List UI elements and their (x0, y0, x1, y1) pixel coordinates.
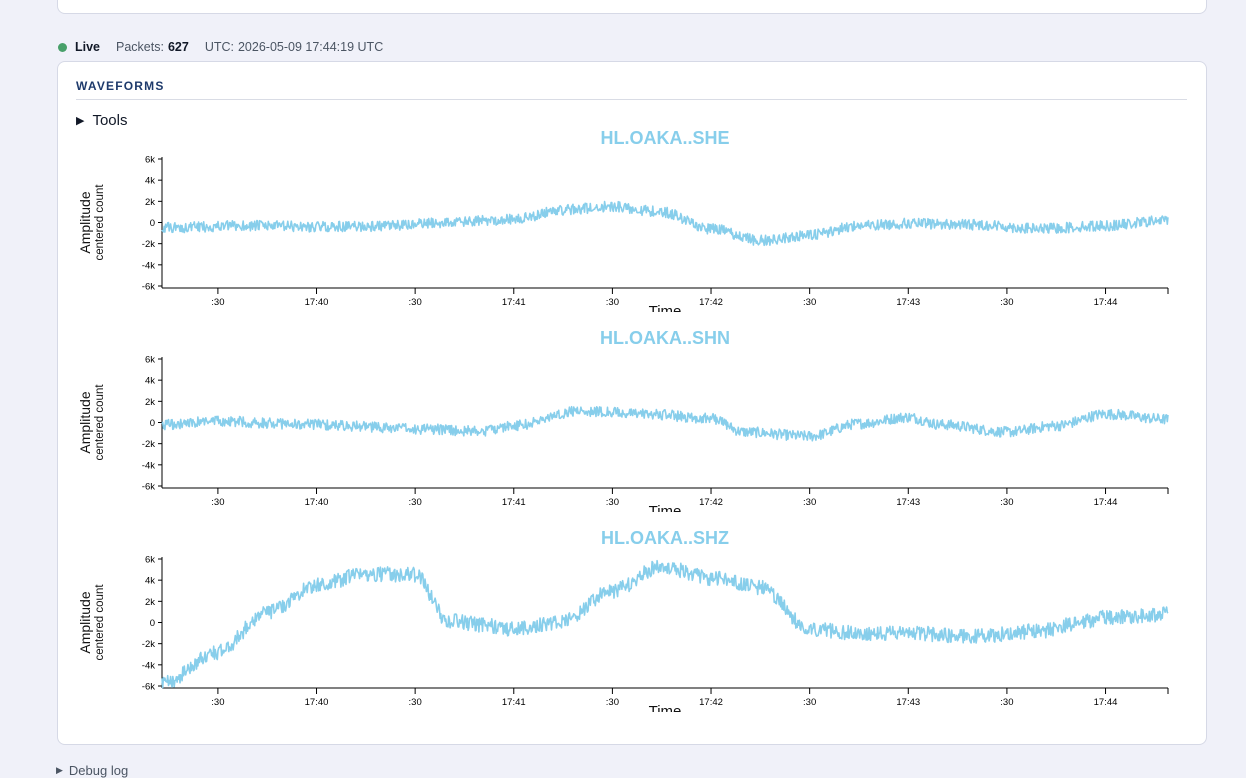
y-tick-label: -6k (142, 682, 155, 693)
chart-title: HL.OAKA..SHE (600, 128, 729, 148)
x-tick-label: 17:42 (699, 697, 723, 708)
y-tick-label: 4k (145, 576, 155, 587)
utc-label: UTC: (204, 40, 234, 54)
x-tick-label: 17:40 (305, 697, 329, 708)
waveform-chart-shz[interactable]: HL.OAKA..SHZ Amplitude centered count 6k 4k 2… (58, 522, 1208, 712)
x-tick-label: 17:43 (896, 497, 920, 508)
y-tick-label: 6k (145, 155, 155, 166)
x-tick-label: :30 (211, 297, 224, 308)
x-tick-label: :30 (409, 697, 422, 708)
x-tick-label: 17:43 (896, 697, 920, 708)
status-bar: Live Packets: 627 UTC: 2026-05-09 17:44:… (58, 39, 383, 55)
x-tick-label: :30 (211, 697, 224, 708)
waveform-chart-she[interactable]: HL.OAKA..SHE Amplitude centered count 6k 4k 2… (58, 122, 1208, 312)
tools-toggle[interactable]: ▶ Tools (76, 112, 128, 129)
y-tick-label: -6k (142, 282, 155, 293)
tools-label: Tools (92, 112, 128, 129)
y-tick-label: 2k (145, 197, 155, 208)
x-tick-label: :30 (803, 497, 816, 508)
previous-card (57, 0, 1207, 14)
triangle-right-icon: ▶ (76, 115, 85, 127)
x-axis-label: Time (649, 303, 682, 312)
live-label: Live (75, 40, 101, 54)
x-tick-label: 17:44 (1094, 297, 1118, 308)
x-axis-label: Time (649, 503, 682, 512)
x-tick-label: :30 (606, 497, 619, 508)
y-tick-label: 2k (145, 397, 155, 408)
y-axis-label: Amplitude (77, 391, 93, 453)
y-tick-label: -4k (142, 460, 155, 471)
waveform-svg: HL.OAKA..SHZ Amplitude centered count 6k 4k 2… (77, 528, 1169, 712)
title-divider (76, 99, 1187, 100)
waveforms-card: WAVEFORMS ▶ Tools HL.OAKA..SHE Amplitude c… (57, 61, 1207, 745)
y-tick-label: 2k (145, 597, 155, 608)
debug-log-label: Debug log (68, 763, 129, 778)
y-tick-label: 6k (145, 355, 155, 366)
x-tick-label: 17:41 (502, 297, 526, 308)
chart-title: HL.OAKA..SHZ (601, 528, 729, 548)
y-tick-label: -4k (142, 660, 155, 671)
x-tick-label: :30 (409, 297, 422, 308)
x-tick-label: 17:41 (502, 697, 526, 708)
waveform-svg: HL.OAKA..SHE Amplitude centered count 6k 4k 2… (77, 128, 1169, 312)
y-axis-label: Amplitude (77, 591, 93, 653)
x-tick-label: :30 (606, 297, 619, 308)
y-tick-label: 4k (145, 376, 155, 387)
y-tick-label: 0 (150, 618, 155, 629)
waveform-trace (161, 405, 1169, 442)
x-tick-label: :30 (1000, 697, 1013, 708)
waveform-chart-shn[interactable]: HL.OAKA..SHN Amplitude centered count 6k 4k 2… (58, 322, 1208, 512)
waveform-svg: HL.OAKA..SHN Amplitude centered count 6k 4k 2… (77, 328, 1169, 512)
x-tick-label: 17:42 (699, 497, 723, 508)
y-axis-unit-label: centered count (94, 584, 106, 661)
x-tick-label: :30 (803, 697, 816, 708)
x-tick-label: :30 (1000, 297, 1013, 308)
debug-log-toggle[interactable]: ▶ Debug log (56, 763, 128, 778)
waveform-trace (161, 559, 1169, 689)
triangle-right-icon: ▶ (56, 765, 63, 775)
y-tick-label: -4k (142, 260, 155, 271)
x-tick-label: 17:41 (502, 497, 526, 508)
x-tick-label: 17:44 (1094, 497, 1118, 508)
x-tick-label: 17:40 (305, 297, 329, 308)
packets-count: 627 (167, 40, 189, 54)
x-tick-label: 17:40 (305, 497, 329, 508)
y-axis-label: Amplitude (77, 191, 93, 253)
y-tick-label: 6k (145, 555, 155, 566)
x-tick-label: :30 (606, 697, 619, 708)
y-axis-unit-label: centered count (94, 384, 106, 461)
y-tick-label: -2k (142, 639, 155, 650)
y-tick-label: 4k (145, 176, 155, 187)
y-tick-label: -2k (142, 239, 155, 250)
x-tick-label: 17:43 (896, 297, 920, 308)
y-tick-label: -6k (142, 482, 155, 493)
packets-label: Packets: (116, 40, 164, 54)
x-tick-label: :30 (803, 297, 816, 308)
y-axis-unit-label: centered count (94, 184, 106, 261)
panel-title: WAVEFORMS (76, 79, 165, 93)
x-tick-label: :30 (409, 497, 422, 508)
x-tick-label: 17:42 (699, 297, 723, 308)
x-tick-label: 17:44 (1094, 697, 1118, 708)
chart-title: HL.OAKA..SHN (600, 328, 730, 348)
x-axis-label: Time (649, 703, 682, 712)
y-tick-label: 0 (150, 418, 155, 429)
utc-time: 2026-05-09 17:44:19 UTC (237, 40, 384, 54)
live-indicator-icon (58, 42, 67, 52)
x-tick-label: :30 (211, 497, 224, 508)
waveform-trace (161, 200, 1169, 247)
y-tick-label: -2k (142, 439, 155, 450)
y-tick-label: 0 (150, 218, 155, 229)
x-tick-label: :30 (1000, 497, 1013, 508)
